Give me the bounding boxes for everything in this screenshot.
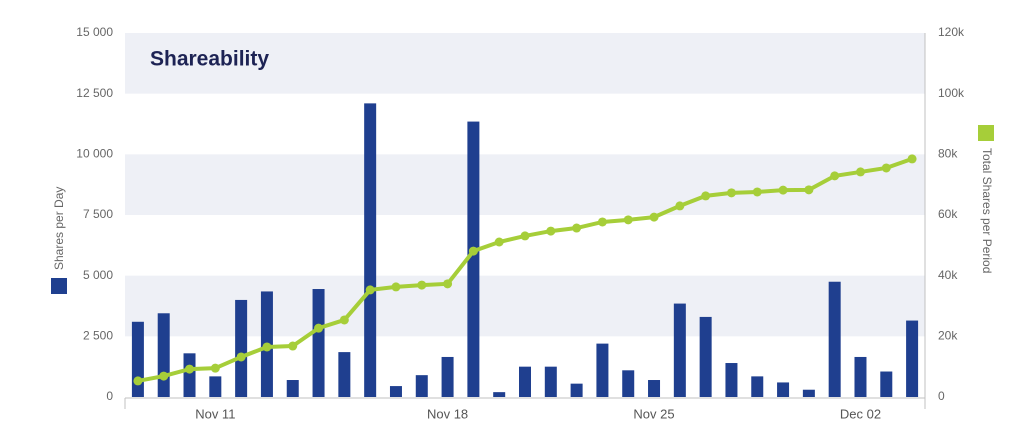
line-point [520, 231, 530, 241]
line-point [339, 315, 349, 325]
line-point [778, 185, 788, 195]
y-tick-label: 2 500 [83, 329, 113, 343]
bar [493, 392, 506, 397]
line-point [675, 201, 685, 211]
line-point [623, 215, 633, 225]
y-tick-label: 5 000 [83, 268, 113, 282]
line-point [830, 171, 840, 181]
line-point [314, 323, 324, 333]
line-point [804, 185, 814, 195]
bar [673, 303, 686, 397]
bar [519, 366, 531, 397]
x-tick-label: Nov 18 [427, 406, 468, 421]
line-point [546, 226, 556, 236]
line-point [468, 246, 478, 256]
bar [802, 389, 815, 397]
bar [570, 383, 583, 397]
bar [209, 376, 222, 397]
line-point [185, 364, 195, 374]
bar [338, 352, 351, 397]
line-point [159, 371, 169, 381]
legend-swatch [978, 125, 994, 141]
bar [467, 121, 480, 397]
bar [131, 321, 144, 397]
bar [751, 376, 764, 397]
line-point [494, 237, 504, 247]
line-point [133, 376, 143, 386]
bar [544, 366, 557, 397]
bar [596, 343, 609, 397]
line-point [391, 282, 401, 292]
line-point [417, 280, 427, 290]
bar [157, 313, 170, 397]
line-point [262, 342, 272, 352]
bar [183, 353, 196, 397]
y2-tick-label: 40k [938, 268, 958, 282]
plot-band [125, 275, 925, 337]
y-tick-label: 12 500 [76, 86, 113, 100]
line-point [881, 163, 891, 173]
plot-band [125, 33, 925, 94]
bar [699, 316, 712, 397]
y-tick-label: 15 000 [76, 25, 113, 39]
y2-tick-label: 120k [938, 25, 965, 39]
legend-label: Total Shares per Period [980, 148, 994, 273]
y2-tick-label: 0 [938, 389, 945, 403]
line-point [701, 191, 711, 201]
bar [648, 380, 661, 397]
line-point [907, 154, 917, 164]
bar [906, 320, 919, 397]
y2-tick-label: 20k [938, 329, 958, 343]
plot-bands [125, 33, 925, 337]
bar [389, 386, 402, 397]
line-point [726, 188, 736, 198]
line-point [210, 363, 220, 373]
y-tick-label: 0 [106, 389, 113, 403]
x-tick-label: Dec 02 [840, 406, 881, 421]
legend-label: Shares per Day [52, 187, 66, 270]
bar [441, 356, 454, 397]
bar [622, 370, 635, 397]
y2-tick-label: 100k [938, 86, 965, 100]
bar [828, 281, 841, 397]
line-point [752, 187, 762, 197]
y2-tick-label: 60k [938, 207, 958, 221]
bar [286, 380, 299, 397]
chart-title: Shareability [150, 48, 269, 71]
line-point [597, 217, 607, 227]
line-point [365, 285, 375, 295]
line-point [443, 279, 453, 289]
bar [415, 375, 428, 397]
bar [854, 356, 867, 397]
line-point [572, 223, 582, 233]
y2-tick-label: 80k [938, 147, 958, 161]
legend-swatch [51, 278, 67, 294]
line-point [288, 341, 298, 351]
y-tick-label: 7 500 [83, 207, 113, 221]
x-tick-label: Nov 25 [633, 406, 674, 421]
bar [235, 299, 248, 397]
line-point [855, 167, 865, 177]
y-tick-label: 10 000 [76, 147, 113, 161]
bar [364, 103, 377, 397]
bar [880, 371, 893, 397]
line-point [649, 212, 659, 222]
bar [777, 382, 790, 397]
x-tick-label: Nov 11 [195, 406, 235, 421]
plot-band [125, 154, 925, 215]
line-point [236, 352, 246, 362]
bar [725, 363, 738, 397]
bar [312, 289, 325, 397]
